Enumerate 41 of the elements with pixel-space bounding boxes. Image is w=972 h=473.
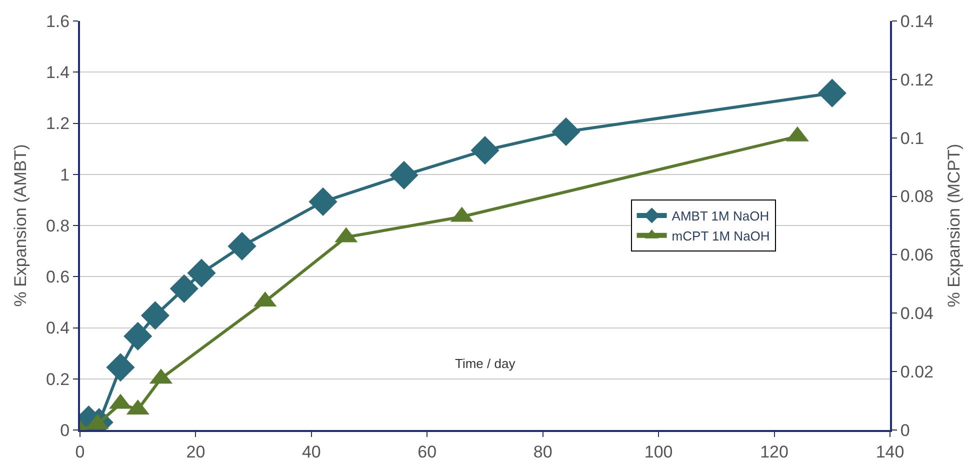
x-tick-label: 40 bbox=[302, 442, 321, 462]
point bbox=[308, 187, 338, 216]
point bbox=[106, 353, 135, 382]
y-tick-label: 1.2 bbox=[46, 114, 70, 134]
point bbox=[390, 160, 418, 190]
x-tick-label: 80 bbox=[533, 442, 552, 462]
y-tick-label: 1 bbox=[60, 165, 70, 184]
point bbox=[552, 117, 580, 146]
x-tick-label: 140 bbox=[876, 442, 904, 462]
y2-tick-label: 0 bbox=[900, 420, 910, 440]
point bbox=[124, 322, 152, 350]
y2-tick-label: 0.04 bbox=[900, 304, 934, 324]
y-axis-title: % Expansion (AMBT) bbox=[11, 144, 30, 307]
y-tick-label: 0.2 bbox=[46, 370, 70, 389]
point bbox=[470, 136, 500, 165]
y2-tick-label: 0.12 bbox=[900, 70, 934, 90]
y-tick-label: 0.8 bbox=[46, 216, 70, 236]
x-tick-label: 0 bbox=[75, 442, 85, 462]
y-tick-label: 1.6 bbox=[46, 12, 70, 31]
y2-axis-title: % Expansion (MCPT) bbox=[944, 144, 964, 308]
x-tick-label: 20 bbox=[186, 442, 206, 462]
x-tick-label: 60 bbox=[418, 442, 437, 462]
x-axis-title: Time / day bbox=[455, 356, 516, 371]
y-tick-label: 0 bbox=[60, 420, 70, 440]
x-tick-label: 120 bbox=[760, 442, 788, 462]
x-tick-label: 100 bbox=[644, 442, 673, 462]
y2-tick-label: 0.02 bbox=[900, 362, 934, 382]
y2-tick-label: 0.1 bbox=[900, 128, 924, 148]
y-tick-label: 1.4 bbox=[46, 63, 70, 82]
point bbox=[170, 274, 198, 303]
y2-tick-label: 0.14 bbox=[900, 12, 934, 31]
legend-label: AMBT 1M NaOH bbox=[672, 208, 770, 224]
point bbox=[140, 301, 170, 330]
y-tick-label: 0.4 bbox=[46, 318, 70, 338]
point bbox=[818, 78, 846, 108]
y2-tick-label: 0.08 bbox=[900, 187, 934, 206]
point bbox=[187, 258, 216, 288]
y2-tick-label: 0.06 bbox=[900, 246, 934, 265]
y-tick-label: 0.6 bbox=[46, 268, 70, 287]
point bbox=[228, 232, 256, 261]
legend-label: mCPT 1M NaOH bbox=[672, 228, 770, 244]
